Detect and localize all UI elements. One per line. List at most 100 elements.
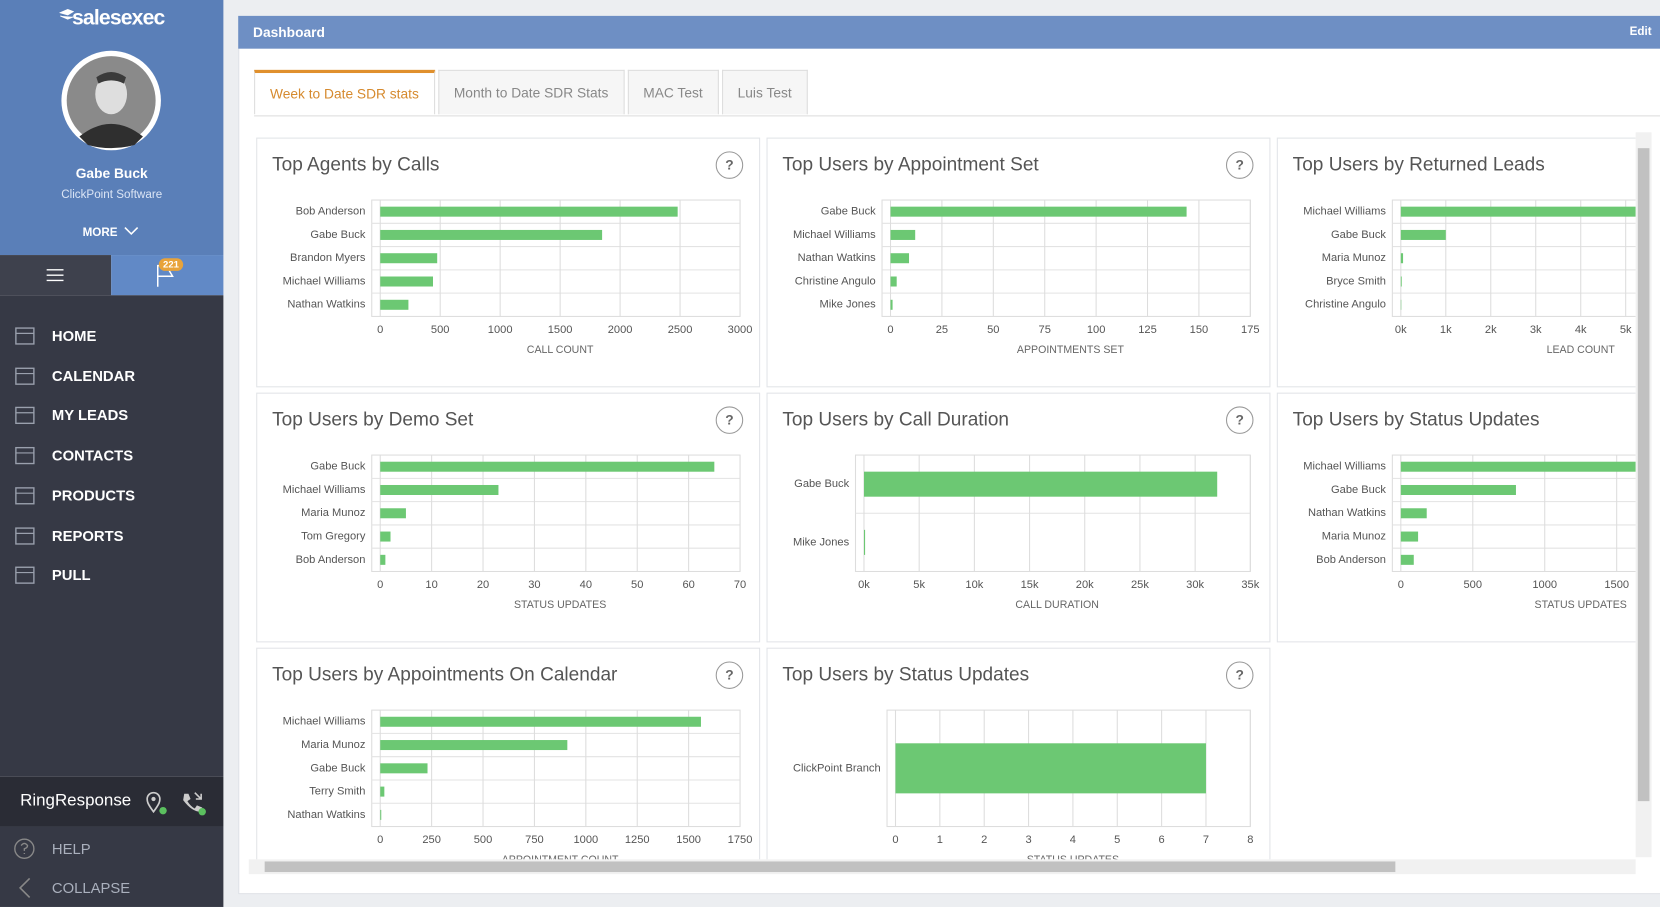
x-tick-label: 1500 xyxy=(548,324,573,336)
x-tick-label: 5 xyxy=(1114,834,1120,846)
bar xyxy=(890,299,893,310)
bar xyxy=(1400,461,1636,472)
menu-label: CONTACTS xyxy=(51,446,134,464)
plot-frame xyxy=(371,454,741,573)
bar xyxy=(1400,484,1516,495)
tab[interactable]: Luis Test xyxy=(721,69,808,115)
panel-header: Dashboard Edit xyxy=(238,15,1660,49)
y-tick-label: Gabe Buck xyxy=(310,461,365,473)
x-tick-label: 175 xyxy=(1241,324,1260,336)
menu-icon xyxy=(15,407,35,425)
y-tick-label: Brandon Myers xyxy=(290,252,366,264)
y-tick-label: Maria Munoz xyxy=(301,507,365,519)
plot-frame xyxy=(881,199,1251,317)
hamburger-icon xyxy=(46,269,64,282)
bar xyxy=(380,531,391,542)
y-tick-label: Nathan Watkins xyxy=(1308,507,1386,519)
menu-item[interactable]: CONTACTS xyxy=(0,435,223,475)
bar xyxy=(890,229,916,240)
v-scrollbar[interactable] xyxy=(1635,132,1652,858)
menu-item[interactable]: CALENDAR xyxy=(0,355,223,395)
panel-title: Dashboard xyxy=(253,24,325,41)
y-tick-label: Michael Williams xyxy=(283,716,366,728)
x-tick-label: 250 xyxy=(422,834,441,846)
menu-item[interactable]: HOME xyxy=(0,315,223,355)
help-button[interactable]: ? xyxy=(1225,151,1254,179)
y-tick-label: Nathan Watkins xyxy=(287,299,365,311)
bar xyxy=(380,229,603,240)
x-tick-label: 1 xyxy=(937,834,943,846)
menu-icon-shape xyxy=(15,447,35,465)
h-scroll-thumb[interactable] xyxy=(264,861,1396,873)
menu-icon xyxy=(15,367,35,385)
x-tick-label: 1000 xyxy=(1532,579,1557,591)
more-button[interactable]: MORE xyxy=(83,226,139,239)
y-tick-label: Christine Angulo xyxy=(1305,299,1386,311)
widget: Bob Anderson Gabe Buck Brandon Myers Michae… xyxy=(256,137,761,388)
tab[interactable]: Month to Date SDR Stats xyxy=(437,69,625,115)
x-tick-label: 10k xyxy=(965,579,983,591)
menu-label: PULL xyxy=(51,566,91,584)
edit-button[interactable]: Edit xyxy=(1629,25,1652,39)
x-axis-label: LEAD COUNT xyxy=(1547,344,1616,356)
y-tick-label: Tom Gregory xyxy=(301,530,366,542)
widget: Michael Williams Gabe Buck Maria Munoz Bryc… xyxy=(1276,137,1636,388)
bar xyxy=(863,471,1218,497)
y-tick-label: Maria Munoz xyxy=(301,739,365,751)
y-tick-label: Michael Williams xyxy=(793,229,876,241)
menu-item[interactable]: PRODUCTS xyxy=(0,475,223,515)
chart: Gabe Buck Michael Williams Maria Munoz Tom … xyxy=(283,454,746,611)
collapse-label: COLLAPSE xyxy=(51,879,131,897)
help-button[interactable]: ? xyxy=(1225,661,1254,689)
tab[interactable]: MAC Test xyxy=(627,69,719,115)
x-tick-label: 10 xyxy=(425,579,437,591)
x-axis-label: STATUS UPDATES xyxy=(514,599,606,611)
bar xyxy=(380,786,385,797)
widget: Michael Williams Maria Munoz Gabe Buck Terr… xyxy=(256,647,761,860)
widget-title: Top Agents by Calls xyxy=(272,153,440,175)
location-icon[interactable] xyxy=(144,791,169,816)
hamburger[interactable] xyxy=(0,255,112,296)
widget: Gabe Buck Mike Jones 0k 5k 10k 15k 20k 25k 30k 35… xyxy=(766,392,1271,643)
menu-item[interactable]: REPORTS xyxy=(0,515,223,555)
y-tick-label: Bob Anderson xyxy=(296,206,366,218)
help-button[interactable]: ? xyxy=(715,661,744,689)
phone-icon[interactable] xyxy=(180,791,208,816)
x-tick-label: 500 xyxy=(1464,579,1483,591)
menu-item[interactable]: MY LEADS xyxy=(0,395,223,435)
collapse[interactable]: COLLAPSE xyxy=(0,868,223,907)
help-button[interactable]: ? xyxy=(715,406,744,434)
bar xyxy=(1400,554,1414,565)
x-axis-label: STATUS UPDATES xyxy=(1027,854,1119,859)
chevron xyxy=(124,226,139,236)
chart: Michael Williams Gabe Buck Maria Munoz Bryc… xyxy=(1303,199,1636,356)
y-tick-label: Bryce Smith xyxy=(1326,275,1386,287)
y-tick-label: Gabe Buck xyxy=(1331,484,1386,496)
v-scroll-thumb[interactable] xyxy=(1637,148,1650,802)
x-tick-label: 1500 xyxy=(1604,579,1629,591)
h-scrollbar[interactable] xyxy=(248,859,1636,875)
x-tick-label: 1k xyxy=(1440,324,1452,336)
help-button[interactable]: ? xyxy=(715,151,744,179)
notifications[interactable]: 221 xyxy=(111,255,224,296)
menu-label: MY LEADS xyxy=(51,406,129,424)
bar xyxy=(380,508,406,519)
help[interactable]: HELP xyxy=(0,829,223,869)
bar xyxy=(890,253,910,264)
menu-item[interactable]: PULL xyxy=(0,555,223,595)
x-tick-label: 6 xyxy=(1159,834,1165,846)
help-button[interactable]: ? xyxy=(1225,406,1254,434)
x-tick-label: 100 xyxy=(1087,324,1106,336)
tab[interactable]: Week to Date SDR stats xyxy=(254,69,435,115)
y-tick-label: Gabe Buck xyxy=(794,478,849,490)
bar xyxy=(1400,531,1419,542)
sidebar-footer: HELP COLLAPSE xyxy=(0,826,224,907)
menu-icon-shape xyxy=(15,327,35,345)
avatar xyxy=(61,50,161,151)
menu-icon xyxy=(15,486,35,505)
chart: Michael Williams Maria Munoz Gabe Buck Terr… xyxy=(283,709,752,859)
menu-label: REPORTS xyxy=(51,526,124,544)
x-tick-label: 1000 xyxy=(488,324,513,336)
widget: Gabe Buck Michael Williams Nathan Watkins C… xyxy=(766,137,1271,388)
x-axis-label: STATUS UPDATES xyxy=(1535,599,1627,611)
